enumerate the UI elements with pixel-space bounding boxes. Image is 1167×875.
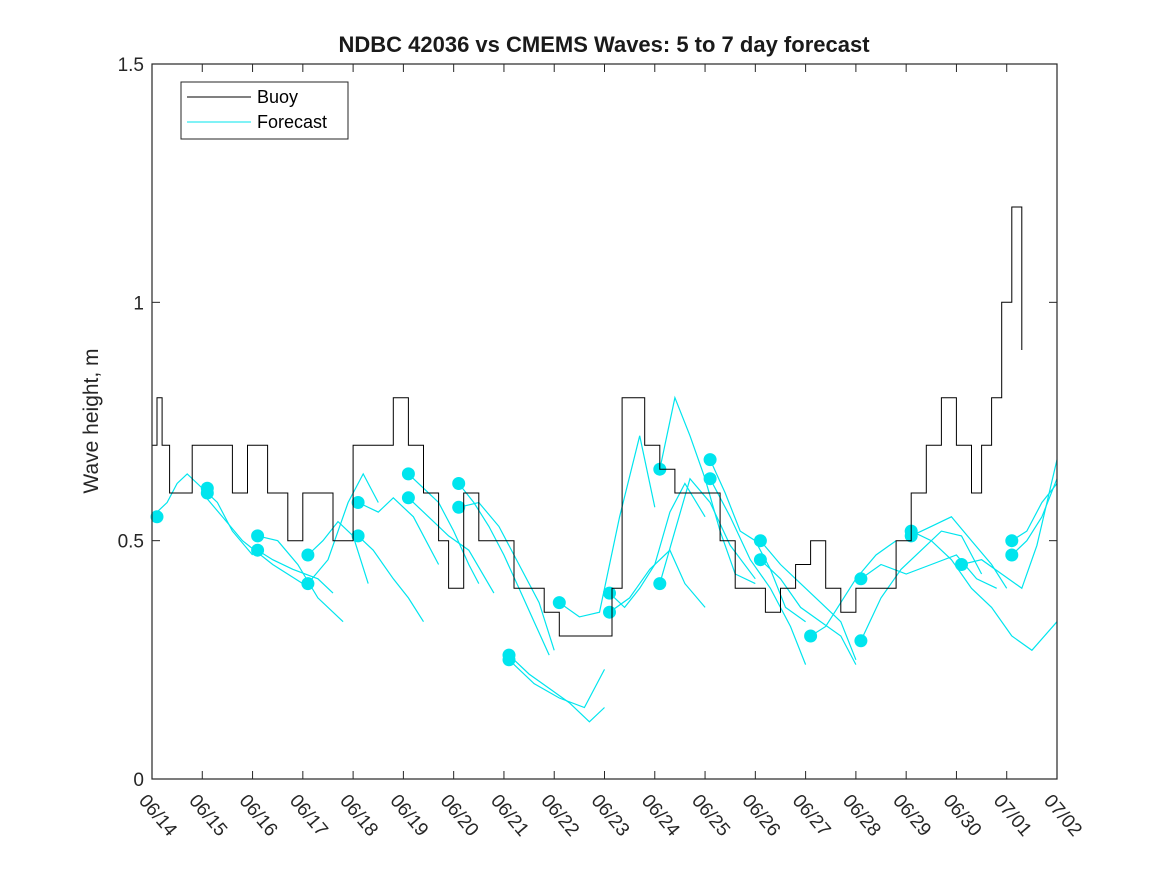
y-tick-label: 1: [133, 293, 144, 314]
forecast-start-marker: [552, 596, 566, 610]
forecast-start-marker: [753, 534, 767, 548]
legend-buoy-label: Buoy: [257, 87, 298, 107]
forecast-start-marker: [150, 510, 164, 524]
forecast-start-marker: [955, 558, 968, 571]
y-tick-label: 0.5: [118, 532, 144, 553]
forecast-line: [810, 540, 897, 637]
forecast-start-marker: [251, 543, 265, 557]
forecast-start-marker: [703, 472, 717, 486]
forecast-start-marker: [854, 572, 868, 586]
forecast-start-marker: [854, 634, 868, 648]
forecast-start-marker: [301, 548, 315, 562]
forecast-line: [201, 492, 304, 585]
forecast-start-marker: [603, 586, 616, 600]
forecast-start-marker: [804, 629, 818, 643]
forecast-line: [910, 530, 1058, 652]
forecast-start-marker: [703, 453, 717, 467]
plot-area: [152, 64, 1057, 779]
buoy-series: [152, 206, 1023, 637]
forecast-line: [709, 478, 807, 665]
forecast-start-marker: [653, 577, 667, 591]
forecast-line: [508, 659, 606, 709]
forecast-line: [860, 530, 983, 642]
forecast-line: [407, 497, 495, 594]
y-axis-label: Wave height, m: [80, 348, 103, 493]
forecast-line: [257, 549, 334, 594]
forecast-start-marker: [1005, 548, 1019, 562]
legend-forecast-label: Forecast: [257, 112, 327, 132]
forecast-start-marker: [502, 653, 516, 667]
forecast-line: [307, 520, 369, 584]
forecast-line: [1011, 483, 1058, 542]
forecast-line: [961, 459, 1058, 590]
forecast-line: [508, 654, 605, 723]
legend: Buoy Forecast: [180, 81, 349, 140]
forecast-line: [407, 473, 480, 584]
forecast-series: [150, 395, 1058, 723]
forecast-line: [357, 535, 425, 623]
forecast-start-marker: [1005, 534, 1019, 548]
forecast-line: [458, 483, 550, 656]
forecast-line: [458, 501, 555, 651]
forecast-line: [609, 549, 706, 613]
y-tick-label: 1.5: [118, 55, 144, 76]
forecast-line: [357, 496, 440, 565]
forecast-start-marker: [200, 486, 214, 500]
forecast-start-marker: [603, 605, 616, 619]
forecast-line: [860, 554, 997, 589]
y-axis: 0 0.5 1 1.5: [118, 55, 1057, 791]
forecast-start-marker: [301, 577, 315, 591]
chart-title: NDBC 42036 vs CMEMS Waves: 5 to 7 day fo…: [338, 32, 870, 57]
forecast-line: [759, 540, 857, 661]
forecast-start-marker: [452, 477, 466, 490]
forecast-start-marker: [351, 496, 365, 509]
forecast-start-marker: [452, 500, 466, 514]
forecast-line: [307, 472, 379, 584]
forecast-start-marker: [401, 467, 415, 481]
forecast-line: [1011, 478, 1058, 556]
legend-box: [180, 81, 349, 140]
forecast-start-marker: [251, 529, 265, 543]
forecast-line: [759, 559, 857, 665]
forecast-line: [151, 473, 208, 518]
forecast-start-marker: [401, 491, 415, 505]
y-tick-label: 0: [133, 770, 144, 791]
buoy-line: [152, 206, 1023, 637]
forecast-line: [257, 535, 344, 623]
forecast-line: [558, 435, 656, 618]
forecast-start-marker: [753, 553, 767, 567]
forecast-start-marker: [351, 529, 365, 543]
forecast-line: [659, 477, 756, 584]
